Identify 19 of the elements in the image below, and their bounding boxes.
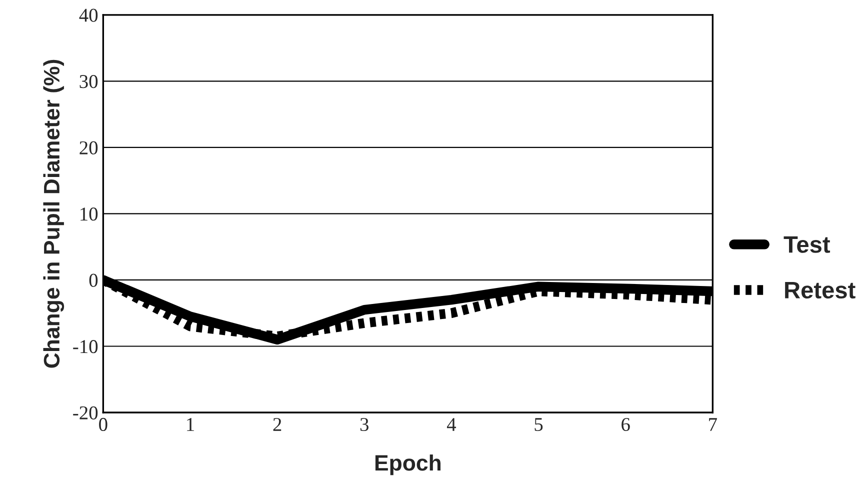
x-tick-label: 3 — [360, 418, 368, 432]
y-tick-label: 20 — [80, 141, 98, 154]
y-tick-label: -20 — [73, 406, 98, 420]
x-tick-label: 4 — [446, 418, 456, 431]
y-tick-label: 40 — [79, 8, 98, 22]
y-tick-label: 30 — [80, 74, 98, 88]
x-tick-label: 6 — [622, 418, 630, 432]
x-tick-label: 5 — [534, 418, 543, 432]
legend-label: Test — [784, 236, 830, 253]
y-tick-label: -10 — [73, 340, 98, 354]
y-axis-title: Change in Pupil Diameter (%) — [43, 60, 64, 368]
y-tick-label: 10 — [80, 208, 98, 221]
y-tick-label: 0 — [89, 274, 98, 287]
x-axis-title: Epoch — [375, 454, 440, 476]
x-tick-label: 7 — [709, 418, 717, 431]
x-tick-label: 0 — [99, 418, 108, 432]
legend-label: Retest — [785, 282, 856, 299]
x-tick-label: 1 — [187, 418, 194, 431]
x-tick-label: 2 — [273, 418, 282, 431]
